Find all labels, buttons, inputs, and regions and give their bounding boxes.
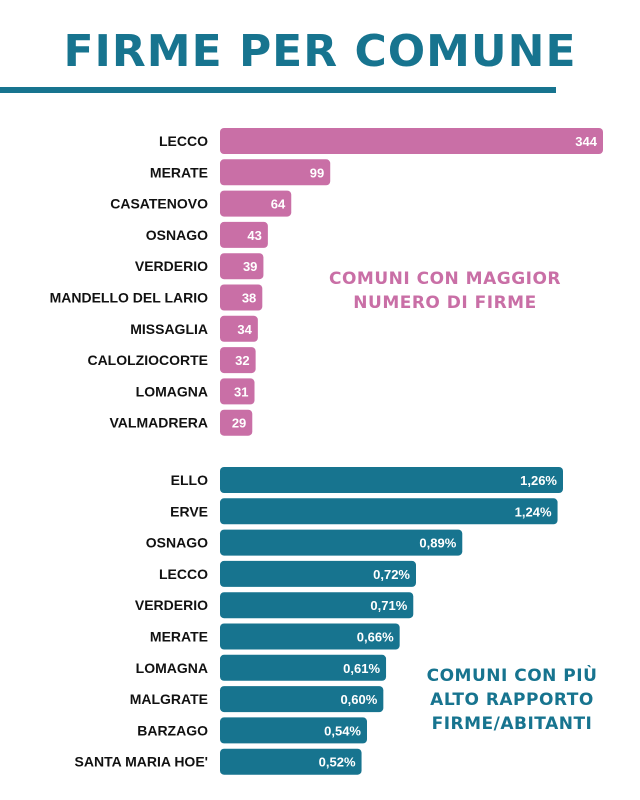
- category-label: LOMAGNA: [136, 660, 208, 676]
- bar: [220, 378, 255, 405]
- bar: [220, 190, 292, 217]
- value-label: 0,71%: [370, 598, 407, 613]
- category-label: MERATE: [150, 629, 208, 645]
- category-label: LECCO: [159, 566, 208, 582]
- value-label: 29: [232, 416, 246, 431]
- value-label: 0,72%: [373, 567, 410, 582]
- chart-annotation: NUMERO DI FIRME: [353, 293, 536, 313]
- value-label: 64: [271, 197, 286, 212]
- value-label: 39: [243, 259, 257, 274]
- value-label: 0,89%: [419, 536, 456, 551]
- value-label: 43: [247, 228, 261, 243]
- category-label: OSNAGO: [146, 227, 208, 243]
- category-label: MANDELLO DEL LARIO: [50, 290, 209, 306]
- value-label: 1,24%: [515, 504, 552, 519]
- category-label: MISSAGLIA: [130, 321, 208, 337]
- bar: [220, 498, 558, 525]
- bar: [220, 409, 253, 436]
- chart-annotation: ALTO RAPPORTO: [430, 690, 594, 710]
- category-label: BARZAGO: [137, 722, 208, 738]
- category-label: LOMAGNA: [136, 383, 208, 399]
- value-label: 32: [235, 353, 249, 368]
- bar: [220, 623, 400, 650]
- category-label: CASATENOVO: [110, 196, 208, 212]
- value-label: 99: [310, 165, 324, 180]
- bar: [220, 253, 264, 280]
- bar: [220, 654, 387, 681]
- category-label: ELLO: [171, 472, 208, 488]
- category-label: SANTA MARIA HOE': [75, 754, 208, 770]
- value-label: 0,66%: [357, 630, 394, 645]
- value-label: 344: [575, 134, 597, 149]
- bar: [220, 159, 331, 186]
- value-label: 1,26%: [520, 473, 557, 488]
- value-label: 0,54%: [324, 723, 361, 738]
- category-label: MALGRATE: [130, 691, 208, 707]
- category-label: VERDERIO: [135, 597, 208, 613]
- bar: [220, 717, 367, 744]
- category-label: LECCO: [159, 133, 208, 149]
- value-label: 0,61%: [343, 661, 380, 676]
- page-title: FIRME PER COMUNE: [63, 26, 577, 77]
- category-label: MERATE: [150, 164, 208, 180]
- title-underline: [0, 87, 556, 93]
- bar: [220, 315, 258, 342]
- category-label: VALMADRERA: [109, 415, 208, 431]
- category-label: OSNAGO: [146, 535, 208, 551]
- value-label: 31: [234, 384, 248, 399]
- chart-annotation: FIRME/ABITANTI: [432, 714, 593, 734]
- bar: [220, 529, 463, 556]
- value-label: 38: [242, 291, 256, 306]
- value-label: 0,60%: [340, 692, 377, 707]
- bar: [220, 592, 414, 619]
- bar: [220, 467, 563, 493]
- category-label: VERDERIO: [135, 258, 208, 274]
- chart-annotation: COMUNI CON PIÙ: [427, 664, 598, 686]
- bar: [220, 221, 268, 248]
- bar: [220, 128, 603, 154]
- chart-annotation: COMUNI CON MAGGIOR: [329, 269, 561, 289]
- bar: [220, 686, 384, 713]
- value-label: 34: [237, 322, 252, 337]
- category-label: ERVE: [170, 503, 208, 519]
- bar: [220, 347, 256, 374]
- category-label: CALOLZIOCORTE: [87, 352, 208, 368]
- bar: [220, 284, 263, 311]
- value-label: 0,52%: [319, 755, 356, 770]
- bar: [220, 748, 362, 775]
- bar: [220, 560, 416, 587]
